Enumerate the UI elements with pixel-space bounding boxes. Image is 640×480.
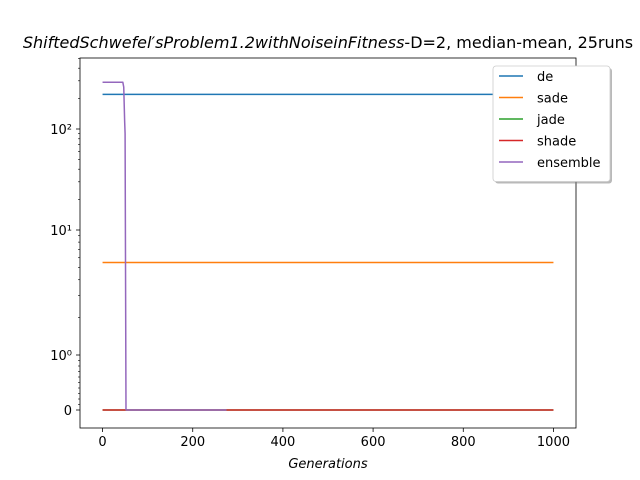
y-tick-label: 0 xyxy=(64,404,72,419)
legend-label-sade: sade xyxy=(537,92,568,107)
y-tick-label: 10¹ xyxy=(50,224,72,239)
x-axis: 0 200 400 600 800 1000 xyxy=(98,428,570,450)
series-layer xyxy=(102,81,554,411)
legend-label-de: de xyxy=(537,70,553,85)
chart-title: ShiftedSchwefel′sProblem1.2withNoiseinFi… xyxy=(23,33,633,52)
x-tick-label: 200 xyxy=(180,435,205,450)
x-tick-label: 0 xyxy=(98,435,106,450)
legend-label-ensemble: ensemble xyxy=(537,156,601,171)
x-tick-label: 400 xyxy=(270,435,295,450)
x-tick-label: 600 xyxy=(361,435,386,450)
plot-area-frame xyxy=(79,57,577,429)
x-axis-label: Generations xyxy=(288,457,368,472)
y-tick-label: 10⁰ xyxy=(50,349,72,364)
y-axis: 0 10⁰ 10¹ 10² xyxy=(50,58,80,419)
chart-title-italic: ShiftedSchwefel′sProblem1.2withNoiseinFi… xyxy=(23,33,405,52)
legend-label-jade: jade xyxy=(536,113,565,128)
legend-label-shade: shade xyxy=(537,135,576,150)
x-tick-label: 1000 xyxy=(537,435,570,450)
legend-box xyxy=(492,65,611,182)
x-tick-label: 800 xyxy=(451,435,476,450)
chart-title-plain: -D=2, median-mean, 25runs xyxy=(404,33,633,52)
legend: de sade jade shade ensemble xyxy=(492,65,612,184)
y-tick-label: 10² xyxy=(50,123,72,138)
series-line-ensemble xyxy=(102,81,227,411)
